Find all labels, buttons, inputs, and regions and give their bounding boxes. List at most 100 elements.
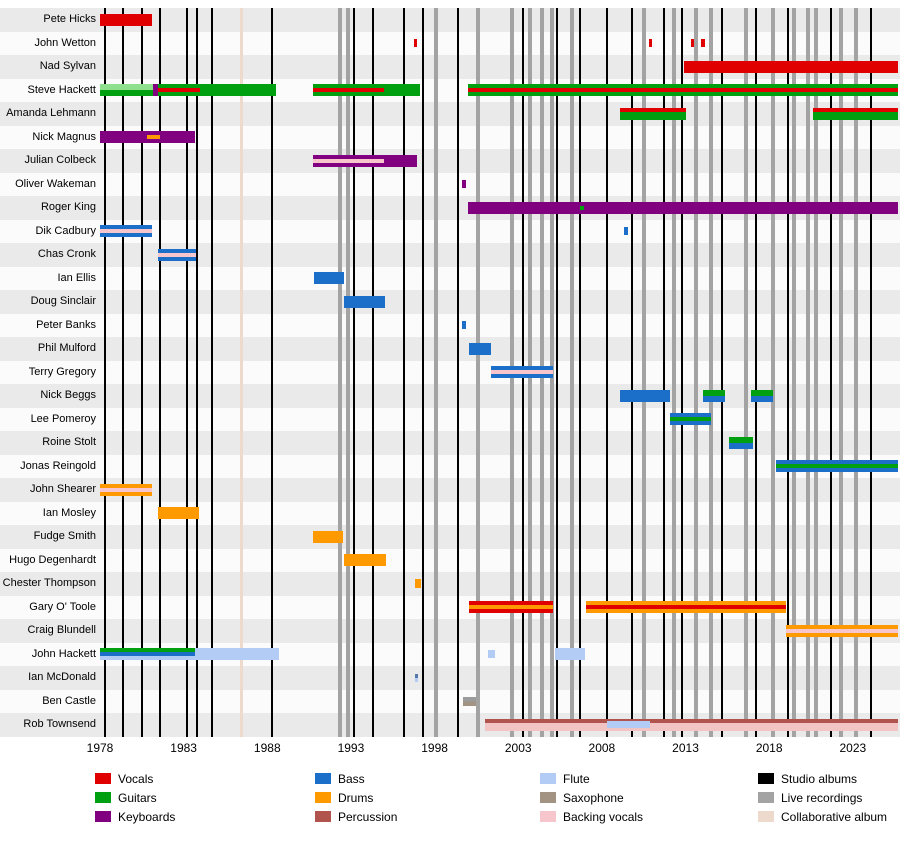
- legend-swatch-icon: [540, 811, 556, 822]
- legend-item: Flute: [540, 769, 643, 788]
- studio_album-line: [662, 8, 665, 737]
- studio_album-line: [353, 8, 356, 737]
- member-bar: [414, 673, 418, 682]
- member-name: John Hackett: [31, 647, 96, 660]
- legend-item: Drums: [315, 788, 397, 807]
- legend-swatch-icon: [315, 773, 331, 784]
- legend-column: Flute Saxophone Backing vocals: [540, 769, 643, 826]
- member-name: Doug Sinclair: [30, 295, 96, 307]
- live_recording-line: [708, 8, 713, 737]
- live_recording-line: [641, 8, 646, 737]
- legend-swatch-icon: [315, 792, 331, 803]
- member-bar: [690, 39, 694, 48]
- studio_album-line: [421, 8, 424, 737]
- axis-year-label: 2013: [672, 741, 699, 755]
- member-name: John Wetton: [34, 36, 96, 49]
- row-band: [0, 501, 900, 525]
- studio_album-line: [631, 8, 633, 737]
- legend-column: Studio albums Live recordings Collaborativ…: [758, 769, 887, 826]
- live_recording-line: [770, 8, 775, 737]
- axis-year-label: 1978: [86, 741, 114, 755]
- row-band: [0, 431, 900, 455]
- member-name: John Shearer: [29, 483, 96, 495]
- member-bar: [384, 154, 417, 167]
- axis-year-label: 1998: [421, 741, 448, 755]
- studio_album-line: [605, 8, 608, 737]
- member-bar: [463, 696, 477, 706]
- member-bar: [468, 201, 581, 214]
- legend-item: Saxophone: [540, 788, 643, 807]
- member-bar: [468, 342, 492, 355]
- live_recording-line: [693, 8, 698, 737]
- member-name: Steve Hackett: [27, 83, 96, 96]
- row-band: [0, 407, 900, 431]
- axis-year-label: 2003: [504, 741, 532, 755]
- legend-column: Bass Drums Percussion: [315, 769, 397, 826]
- member-bar: [100, 225, 152, 238]
- member-name: Amanda Lehmann: [6, 107, 96, 119]
- row-band: [0, 689, 900, 713]
- member-bar: [344, 554, 387, 567]
- studio_album-line: [721, 8, 724, 737]
- member-bar: [468, 601, 554, 614]
- studio_album-line: [830, 8, 833, 737]
- axis-year-label: 1983: [170, 741, 197, 755]
- member-bar: [413, 39, 418, 48]
- member-bar: [785, 624, 898, 637]
- member-bar: [313, 154, 385, 167]
- member-name: Chester Thompson: [2, 577, 96, 589]
- studio_album-line: [211, 8, 214, 737]
- member-bar: [384, 84, 420, 97]
- legend-label: Bass: [338, 771, 365, 786]
- member-name: Oliver Wakeman: [15, 177, 96, 190]
- live_recording-line: [671, 8, 676, 737]
- member-name: Julian Colbeck: [24, 154, 96, 166]
- row-band: [0, 619, 900, 643]
- live_recording-line: [434, 8, 439, 737]
- legend-column: Vocals Guitars Keyboards: [95, 769, 175, 826]
- row-band: [0, 266, 900, 290]
- studio_album-line: [140, 8, 143, 737]
- axis-year-label: 2008: [588, 741, 616, 755]
- member-bar: [580, 201, 585, 214]
- member-name: Dik Cadbury: [35, 224, 96, 237]
- row-band: [0, 666, 900, 690]
- legend-item: Studio albums: [758, 769, 887, 788]
- member-bar: [491, 366, 553, 379]
- member-bar: [555, 648, 586, 661]
- member-name: Ian Mosley: [42, 506, 96, 519]
- legend-item: Collaborative album: [758, 807, 887, 826]
- legend-item: Bass: [315, 769, 397, 788]
- legend-swatch-icon: [540, 773, 556, 784]
- legend-swatch-icon: [540, 792, 556, 803]
- member-bar: [344, 295, 386, 308]
- member-bar: [812, 107, 898, 120]
- member-bar: [488, 650, 495, 659]
- member-bar: [462, 321, 467, 330]
- member-name: Lee Pomeroy: [30, 412, 96, 425]
- live_recording-line: [345, 8, 350, 737]
- member-name: Peter Banks: [36, 318, 96, 331]
- member-bar: [100, 648, 196, 661]
- row-band: [0, 149, 900, 173]
- live_recording-line: [338, 8, 343, 737]
- live_recording-line: [476, 8, 481, 737]
- studio_album-line: [754, 8, 757, 737]
- studio_album-line: [104, 8, 107, 737]
- studio_album-line: [196, 8, 199, 737]
- member-bar: [414, 579, 422, 589]
- legend-swatch-icon: [758, 792, 774, 803]
- member-bar: [100, 84, 153, 97]
- axis-year-label: 1993: [337, 741, 365, 755]
- legend-item: Keyboards: [95, 807, 175, 826]
- live_recording-line: [743, 8, 748, 737]
- legend-swatch-icon: [758, 811, 774, 822]
- legend-item: Percussion: [315, 807, 397, 826]
- member-bar: [701, 39, 705, 48]
- studio_album-line: [371, 8, 374, 737]
- member-bar: [670, 413, 711, 426]
- member-bar: [146, 131, 161, 144]
- studio_album-line: [786, 8, 789, 737]
- member-bar: [620, 107, 686, 120]
- legend-label: Drums: [338, 790, 374, 805]
